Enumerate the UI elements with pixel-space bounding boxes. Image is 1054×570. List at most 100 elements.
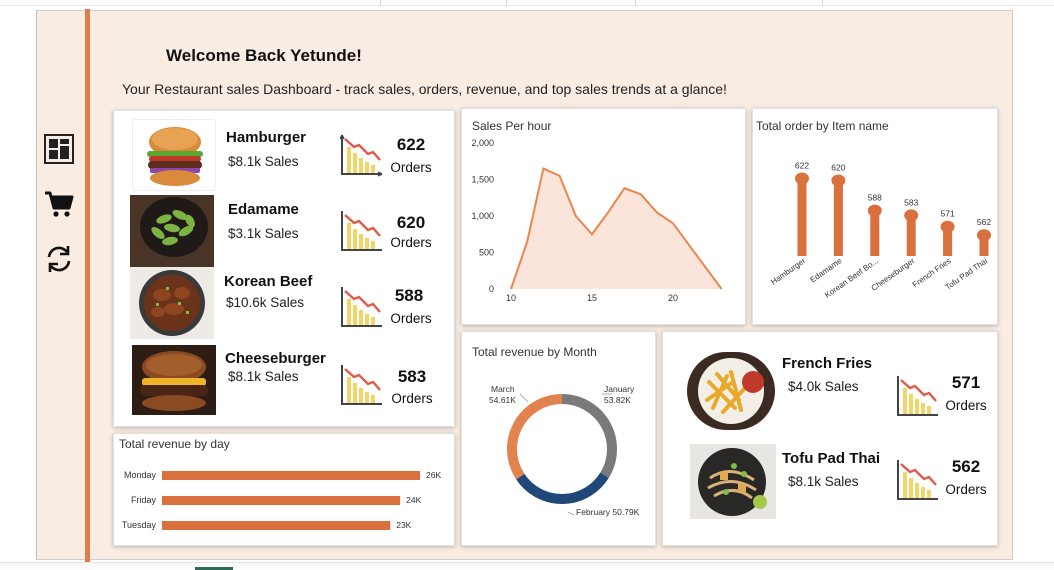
bar bbox=[162, 521, 391, 530]
data-label: 26K bbox=[426, 470, 441, 480]
item-order-count: 562 bbox=[951, 457, 981, 476]
item-name: Korean Beef bbox=[224, 273, 313, 290]
x-tick-label: Edamame bbox=[809, 256, 844, 285]
x-tick-label: Hamburger bbox=[769, 256, 807, 287]
revenue-by-month-card: Total revenue by Month January 53.82K Marc… bbox=[461, 331, 656, 546]
leader-line bbox=[519, 393, 529, 403]
accent-divider bbox=[85, 9, 90, 565]
cheeseburger-image bbox=[132, 345, 216, 415]
bar-cap bbox=[904, 209, 919, 222]
tofu-pad-thai-image bbox=[690, 444, 776, 519]
hamburger-image bbox=[132, 119, 216, 191]
chart-title: Total revenue by Month bbox=[472, 345, 597, 359]
dashboard-icon[interactable] bbox=[44, 134, 74, 164]
canvas-left-border bbox=[36, 10, 37, 560]
korean-beef-image bbox=[130, 267, 214, 339]
bar bbox=[162, 496, 401, 505]
bar-cap bbox=[831, 174, 846, 187]
series-line bbox=[510, 167, 723, 290]
slice-label: January bbox=[604, 384, 635, 394]
slice-value: 53.82K bbox=[604, 395, 631, 405]
donut-slice bbox=[516, 472, 609, 504]
item-name: French Fries bbox=[782, 355, 873, 372]
data-label: 23K bbox=[396, 520, 411, 530]
bar bbox=[162, 471, 420, 480]
item-order-count: 620 bbox=[396, 213, 426, 232]
declining-chart-icon bbox=[897, 376, 938, 416]
data-label: 24K bbox=[406, 495, 421, 505]
declining-chart-icon bbox=[341, 365, 382, 405]
item-sales: $8.1k Sales bbox=[228, 154, 299, 169]
bar-cap bbox=[977, 229, 991, 242]
x-tick-label: 10 bbox=[506, 293, 516, 303]
bar-cap bbox=[867, 204, 882, 217]
item-sales: $10.6k Sales bbox=[226, 295, 305, 310]
bar bbox=[797, 178, 807, 256]
area-fill bbox=[511, 168, 722, 289]
sales-per-hour-chart[interactable]: 0 500 1,000 1,500 2,000 10 15 20 bbox=[462, 109, 747, 326]
revenue-by-day-card: Total revenue by day Monday 26K Friday 24K T… bbox=[113, 433, 455, 546]
data-label: 583 bbox=[904, 197, 918, 207]
bar-cap bbox=[795, 172, 809, 185]
declining-chart-icon bbox=[897, 460, 938, 500]
item-orders-label: Orders bbox=[390, 235, 432, 250]
y-tick-label: 2,000 bbox=[471, 138, 494, 148]
slice-value: 54.61K bbox=[489, 395, 516, 405]
cart-icon[interactable] bbox=[44, 189, 74, 219]
bar bbox=[979, 235, 989, 256]
bar bbox=[833, 180, 843, 256]
donut-slice bbox=[561, 394, 617, 478]
item-name: Tofu Pad Thai bbox=[782, 450, 881, 467]
data-label: 622 bbox=[795, 161, 809, 171]
item-orders-label: Orders bbox=[390, 311, 432, 326]
donut-slice bbox=[507, 394, 563, 480]
item-order-count: 588 bbox=[394, 286, 424, 305]
slice-label: February 50.79K bbox=[576, 507, 640, 517]
item-sales: $4.0k Sales bbox=[788, 379, 859, 394]
declining-chart-icon bbox=[341, 287, 382, 327]
item-name: Edamame bbox=[228, 201, 299, 218]
more-items-card: French Fries $4.0k Sales 571 Orders Tofu… bbox=[662, 331, 998, 546]
toolbar-divider bbox=[822, 0, 823, 6]
y-tick-label: 500 bbox=[479, 248, 494, 258]
x-tick-label: 20 bbox=[668, 293, 678, 303]
toolbar-divider bbox=[380, 0, 381, 6]
y-tick-label: Monday bbox=[124, 470, 157, 480]
bar bbox=[906, 215, 916, 256]
y-tick-label: 1,500 bbox=[471, 175, 494, 185]
data-label: 620 bbox=[831, 162, 845, 172]
item-name: Cheeseburger bbox=[225, 350, 326, 367]
declining-chart-icon bbox=[341, 211, 382, 251]
leader-line bbox=[567, 511, 575, 516]
top-toolbar-strip bbox=[0, 0, 1054, 6]
data-label: 571 bbox=[941, 209, 955, 219]
item-orders-label: Orders bbox=[391, 391, 433, 406]
edamame-image bbox=[130, 195, 214, 267]
item-sales: $3.1k Sales bbox=[228, 226, 299, 241]
y-tick-label: Friday bbox=[131, 495, 157, 505]
item-sales: $8.1k Sales bbox=[228, 369, 299, 384]
declining-chart-icon bbox=[340, 134, 383, 177]
chart-title: Total order by Item name bbox=[756, 119, 889, 133]
item-orders-label: Orders bbox=[390, 160, 432, 175]
slice-label: March bbox=[491, 384, 515, 394]
x-tick-label: 15 bbox=[587, 293, 597, 303]
top-items-card: Hamburger $8.1k Sales 622 Orders Ed bbox=[113, 110, 455, 427]
item-order-count: 571 bbox=[951, 373, 981, 392]
item-order-count: 583 bbox=[397, 367, 427, 386]
y-tick-label: Tuesday bbox=[122, 520, 157, 530]
sales-per-hour-card: Sales Per hour 0 500 1,000 1,500 2,000 10 15 20 bbox=[461, 108, 746, 325]
bar-cap bbox=[940, 220, 955, 233]
chart-title: Sales Per hour bbox=[472, 119, 552, 133]
y-tick-label: 1,000 bbox=[471, 211, 494, 221]
refresh-icon[interactable] bbox=[44, 244, 74, 274]
toolbar-divider bbox=[635, 0, 636, 6]
item-orders-label: Orders bbox=[945, 398, 987, 413]
bar bbox=[943, 226, 953, 256]
revenue-by-day-chart[interactable]: Monday 26K Friday 24K Tuesday 23K bbox=[114, 434, 456, 547]
data-label: 562 bbox=[977, 217, 991, 227]
orders-by-item-card: Total order by Item name 622 Hamburger 620… bbox=[752, 108, 998, 325]
item-order-count: 622 bbox=[396, 135, 426, 154]
